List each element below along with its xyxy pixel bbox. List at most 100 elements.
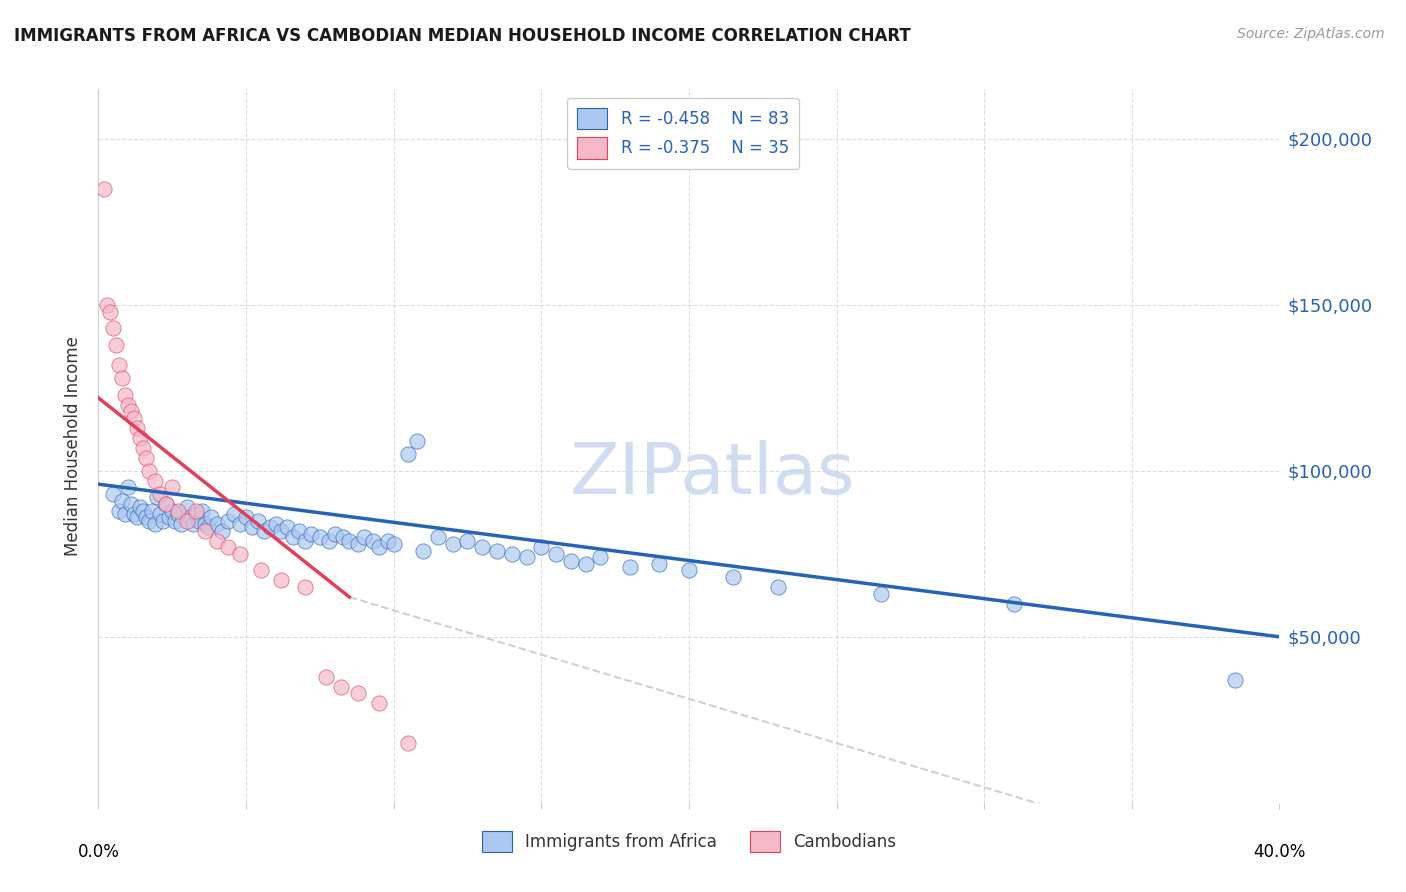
Point xyxy=(353,530,375,544)
Y-axis label: Median Household Income: Median Household Income xyxy=(65,336,83,556)
Point xyxy=(678,564,700,578)
Point xyxy=(205,516,228,531)
Point xyxy=(117,397,139,411)
Point xyxy=(179,510,201,524)
Text: IMMIGRANTS FROM AFRICA VS CAMBODIAN MEDIAN HOUSEHOLD INCOME CORRELATION CHART: IMMIGRANTS FROM AFRICA VS CAMBODIAN MEDI… xyxy=(14,27,911,45)
Point xyxy=(132,504,155,518)
Point xyxy=(250,564,273,578)
Point xyxy=(167,507,190,521)
Point xyxy=(138,514,160,528)
Point xyxy=(1225,673,1247,687)
Point xyxy=(128,500,150,515)
Point xyxy=(339,533,361,548)
Point xyxy=(162,481,183,495)
Point xyxy=(184,504,207,518)
Point xyxy=(648,557,671,571)
Point xyxy=(103,321,125,335)
Point xyxy=(103,487,125,501)
Point xyxy=(132,441,155,455)
Point xyxy=(546,547,568,561)
Point xyxy=(332,530,354,544)
Point xyxy=(530,540,553,554)
Point xyxy=(105,338,128,352)
Point xyxy=(93,182,115,196)
Point xyxy=(155,497,177,511)
Point xyxy=(870,587,893,601)
Point xyxy=(167,504,190,518)
Point xyxy=(471,540,494,554)
Point xyxy=(299,527,322,541)
Point xyxy=(347,686,370,700)
Point xyxy=(398,447,420,461)
Point xyxy=(176,514,198,528)
Point xyxy=(229,547,252,561)
Point xyxy=(211,524,233,538)
Point xyxy=(309,530,332,544)
Point xyxy=(441,537,464,551)
Point xyxy=(259,520,281,534)
Point xyxy=(276,520,298,534)
Point xyxy=(217,514,239,528)
Point xyxy=(229,516,252,531)
Point xyxy=(589,550,612,565)
Point xyxy=(270,574,292,588)
Point xyxy=(294,533,316,548)
Point xyxy=(200,510,222,524)
Point xyxy=(194,524,217,538)
Point xyxy=(318,533,340,548)
Point xyxy=(170,516,193,531)
Point xyxy=(187,514,209,528)
Point xyxy=(155,497,177,511)
Point xyxy=(125,510,148,524)
Point xyxy=(114,387,136,401)
Point xyxy=(120,497,142,511)
Point xyxy=(194,516,217,531)
Point xyxy=(457,533,479,548)
Point xyxy=(516,550,538,565)
Point xyxy=(347,537,370,551)
Text: 40.0%: 40.0% xyxy=(1253,843,1306,861)
Point xyxy=(149,507,172,521)
Point xyxy=(197,520,219,534)
Point xyxy=(122,507,145,521)
Point xyxy=(283,530,305,544)
Point xyxy=(181,516,204,531)
Point xyxy=(96,298,118,312)
Point xyxy=(120,404,142,418)
Point xyxy=(575,557,598,571)
Point xyxy=(246,514,269,528)
Point xyxy=(723,570,745,584)
Point xyxy=(398,736,420,750)
Point xyxy=(766,580,789,594)
Point xyxy=(377,533,399,548)
Point xyxy=(486,543,509,558)
Point xyxy=(329,680,352,694)
Point xyxy=(149,487,172,501)
Point xyxy=(98,304,121,318)
Point xyxy=(114,507,136,521)
Point xyxy=(427,530,450,544)
Point xyxy=(368,540,391,554)
Point xyxy=(368,696,391,710)
Point xyxy=(294,580,316,594)
Point xyxy=(152,514,174,528)
Point xyxy=(288,524,311,538)
Point xyxy=(135,450,157,465)
Point xyxy=(240,520,263,534)
Point xyxy=(235,510,257,524)
Point xyxy=(143,474,166,488)
Point xyxy=(315,670,337,684)
Point xyxy=(162,504,183,518)
Point xyxy=(111,371,134,385)
Point xyxy=(361,533,384,548)
Point xyxy=(125,421,148,435)
Point xyxy=(264,516,287,531)
Point xyxy=(146,491,169,505)
Point xyxy=(108,358,131,372)
Point xyxy=(111,493,134,508)
Point xyxy=(560,553,582,567)
Point xyxy=(157,510,180,524)
Legend: Immigrants from Africa, Cambodians: Immigrants from Africa, Cambodians xyxy=(475,824,903,859)
Point xyxy=(184,507,207,521)
Text: ZIPatlas: ZIPatlas xyxy=(569,440,855,509)
